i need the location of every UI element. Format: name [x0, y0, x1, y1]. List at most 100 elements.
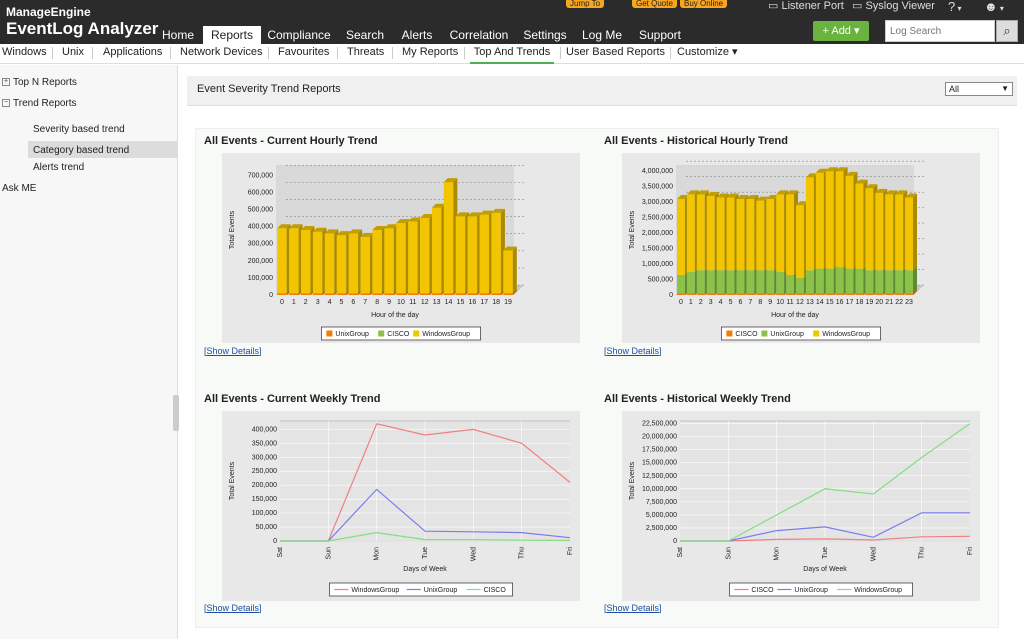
bar-segment [776, 194, 785, 272]
nav-support[interactable]: Support [638, 28, 682, 42]
subnav-network-devices[interactable]: Network Devices [180, 46, 263, 58]
x-tick-label: 18 [492, 299, 500, 306]
bar-top [805, 173, 818, 178]
bar-segment [696, 194, 705, 271]
x-tick-label: 6 [351, 299, 355, 306]
chevron-down-icon: ▾ [955, 4, 962, 13]
bar-segment [408, 293, 418, 295]
x-tick-label: 17 [480, 299, 488, 306]
subnav-divider [464, 47, 465, 59]
nav-settings[interactable]: Settings [523, 28, 567, 42]
x-tick-label: 9 [768, 299, 772, 306]
show-details-link[interactable]: [Show Details] [204, 346, 262, 356]
bar-segment [855, 293, 864, 295]
bar-segment [443, 293, 454, 295]
syslog-viewer-link[interactable]: ▭ Syslog Viewer [852, 0, 935, 12]
bar-segment [885, 293, 894, 295]
listener-port-link[interactable]: ▭ Listener Port [768, 0, 844, 12]
subnav-windows[interactable]: Windows [2, 46, 47, 58]
bar-segment [786, 274, 795, 294]
bar-segment [805, 270, 814, 294]
show-details-link[interactable]: [Show Details] [604, 603, 662, 613]
user-menu[interactable]: ☻ ▾ [984, 0, 1004, 15]
search-button[interactable]: ⌕ [996, 20, 1018, 42]
subnav-my-reports[interactable]: My Reports [402, 46, 459, 58]
bar-top [766, 195, 779, 200]
x-tick-label: 20 [875, 299, 883, 306]
chart-container: 0 100,000 200,000 300,000 400,000 500,000 600,… [222, 153, 580, 343]
sidebar-item-alerts-trend[interactable]: Alerts trend [33, 162, 85, 173]
bar-segment [443, 182, 454, 294]
x-tick-label: 23 [905, 299, 913, 306]
subnav-favourites[interactable]: Favourites [278, 46, 330, 58]
sidebar-selected-highlight [28, 141, 177, 158]
sidebar-collapse-handle[interactable] [173, 395, 179, 431]
bar-top [431, 203, 446, 208]
nav-compliance[interactable]: Compliance [267, 28, 331, 42]
y-tick-label: 700,000 [248, 172, 273, 179]
nav-alerts[interactable]: Alerts [401, 28, 433, 42]
bar-top [479, 210, 494, 215]
x-tick-label: Tue [822, 547, 829, 559]
x-tick-label: Sun [725, 547, 732, 560]
nav-reports[interactable]: Reports [203, 26, 261, 44]
collapse-icon[interactable]: − [2, 99, 10, 108]
expand-icon[interactable]: + [2, 78, 10, 87]
bar-segment [455, 216, 466, 294]
help-menu[interactable]: ? ▾ [948, 0, 962, 14]
subnav-unix[interactable]: Unix [62, 46, 85, 58]
sidebar-item-category-trend[interactable]: Category based trend [33, 145, 130, 156]
x-tick-label: 13 [433, 299, 441, 306]
subnav-top-and-trends[interactable]: Top And Trends [470, 44, 554, 64]
user-icon: ☻ [984, 0, 998, 14]
bar-segment [845, 268, 854, 294]
subnav-divider [268, 47, 269, 59]
nav-home[interactable]: Home [161, 28, 194, 42]
subnav-user-based-reports[interactable]: User Based Reports [566, 46, 666, 58]
nav-correlation[interactable]: Correlation [449, 28, 509, 42]
x-tick-label: 17 [846, 299, 854, 306]
x-axis-label: Hour of the day [771, 312, 819, 319]
nav-search[interactable]: Search [345, 28, 385, 42]
sidebar-item-trend-reports[interactable]: − Trend Reports [2, 98, 77, 109]
brand-logo-main[interactable]: EventLog Analyzer [6, 19, 159, 38]
bar-segment [875, 293, 884, 295]
add-button[interactable]: + Add ▾ [813, 21, 869, 41]
brand-logo-top[interactable]: ManageEngine [6, 5, 91, 19]
subnav-divider [337, 47, 338, 59]
sub-navigation: Windows Unix Applications Network Device… [0, 44, 1024, 64]
x-tick-label: 7 [748, 299, 752, 306]
bar-side [913, 193, 918, 271]
show-details-link[interactable]: [Show Details] [204, 603, 262, 613]
bar-segment [324, 293, 335, 295]
buy-online-button[interactable]: Buy Online [680, 0, 728, 8]
sidebar-item-severity-trend[interactable]: Severity based trend [33, 124, 125, 135]
sidebar-item-top-n-reports[interactable]: + Top N Reports [2, 77, 77, 88]
bar-segment [726, 270, 735, 294]
y-tick-label: 17,500,000 [642, 447, 677, 454]
bar-segment [431, 207, 442, 294]
legend-box [329, 582, 513, 597]
subnav-applications[interactable]: Applications [103, 46, 163, 58]
bar-segment [815, 172, 824, 269]
severity-filter-select[interactable]: All ▼ [945, 82, 1013, 96]
bar-segment [696, 270, 705, 294]
bar-segment [360, 236, 371, 294]
x-tick-label: 22 [895, 299, 903, 306]
log-search-input[interactable] [885, 20, 995, 42]
bar-segment [289, 228, 299, 294]
x-tick-label: 21 [885, 299, 893, 306]
nav-log-me[interactable]: Log Me [581, 28, 623, 42]
subnav-threats[interactable]: Threats [347, 46, 385, 58]
jump-to-button[interactable]: Jump To [566, 0, 605, 8]
chart-title: All Events - Historical Weekly Trend [604, 393, 791, 405]
bar-top [726, 193, 739, 198]
subnav-customize[interactable]: Customize ▾ [677, 46, 738, 58]
bar-segment [467, 216, 478, 294]
legend-swatch [326, 330, 333, 337]
bar-top [736, 195, 749, 200]
bar-top [443, 178, 458, 183]
show-details-link[interactable]: [Show Details] [604, 346, 662, 356]
get-quote-button[interactable]: Get Quote [632, 0, 677, 8]
sidebar-item-ask-me[interactable]: Ask ME [2, 183, 37, 194]
